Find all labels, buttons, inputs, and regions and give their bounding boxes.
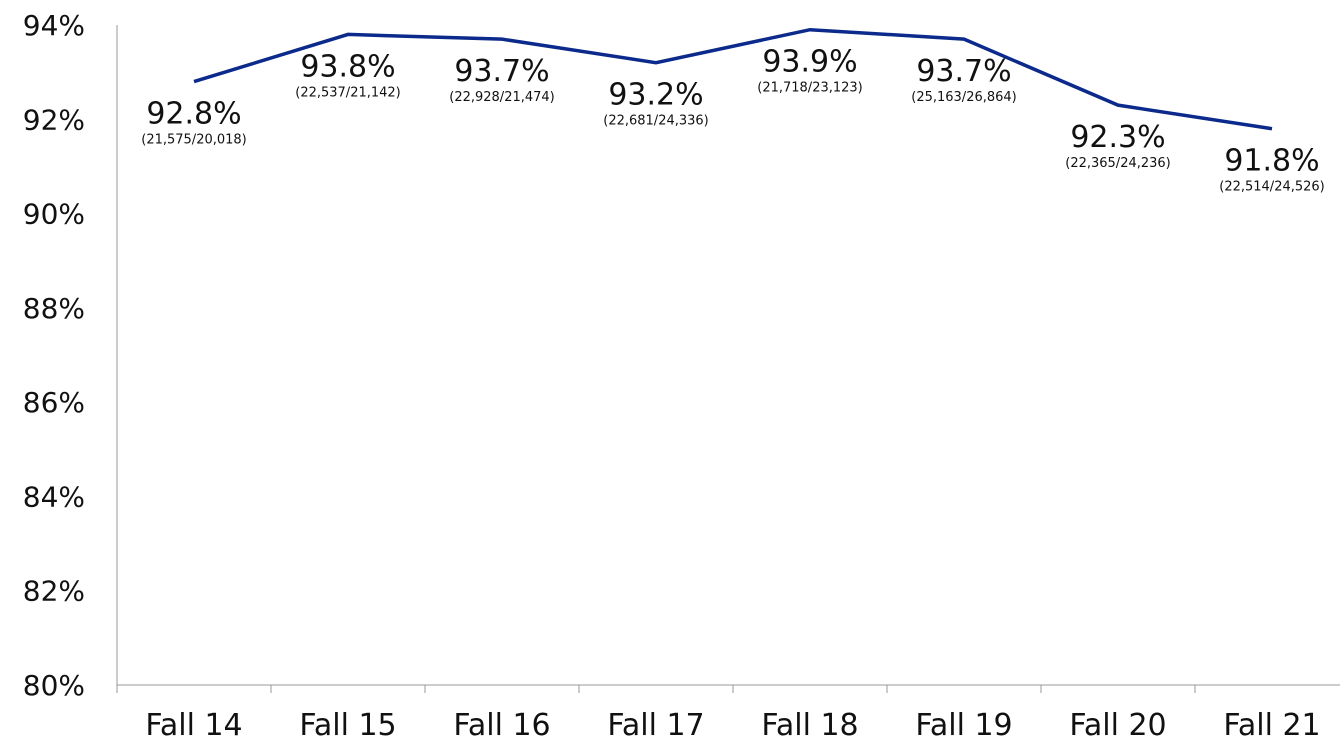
data-label: 93.2% [608, 78, 703, 113]
chart-title: Rates - Fall Terms [65, 0, 685, 13]
x-tick-label: Fall 18 [761, 708, 858, 743]
data-annotation: (22,537/21,142) [295, 85, 401, 100]
y-tick-label: 84% [23, 480, 85, 513]
data-annotation: (22,681/24,336) [603, 114, 709, 129]
x-tick-label: Fall 16 [453, 708, 550, 743]
data-label: 93.7% [916, 54, 1011, 89]
x-tick-label: Fall 21 [1223, 708, 1320, 743]
x-tick-label: Fall 20 [1069, 708, 1166, 743]
y-tick-label: 90% [23, 198, 85, 231]
data-label: 93.8% [300, 49, 395, 84]
data-label: 92.8% [146, 97, 241, 132]
data-annotation: (21,575/20,018) [141, 133, 247, 148]
y-tick-label: 94% [23, 9, 85, 42]
x-tick-label: Fall 14 [145, 708, 242, 743]
data-annotation: (22,365/24,236) [1065, 156, 1171, 171]
x-tick-label: Fall 19 [915, 708, 1012, 743]
x-tick-label: Fall 15 [299, 708, 396, 743]
line-series [193, 27, 1273, 131]
data-label: 93.9% [762, 45, 857, 80]
data-label: 91.8% [1224, 144, 1319, 179]
x-tick-label: Fall 17 [607, 708, 704, 743]
data-annotation: (25,163/26,864) [911, 90, 1017, 105]
y-tick-label: 92% [23, 103, 85, 136]
data-annotation: (22,514/24,526) [1219, 180, 1325, 195]
y-tick-label: 82% [23, 575, 85, 608]
y-tick-label: 80% [23, 669, 85, 702]
data-label: 93.7% [454, 54, 549, 89]
data-annotation: (21,718/23,123) [757, 81, 863, 96]
data-annotation: (22,928/21,474) [449, 90, 555, 105]
y-tick-label: 88% [23, 292, 85, 325]
data-label: 92.3% [1070, 120, 1165, 155]
y-tick-label: 86% [23, 386, 85, 419]
